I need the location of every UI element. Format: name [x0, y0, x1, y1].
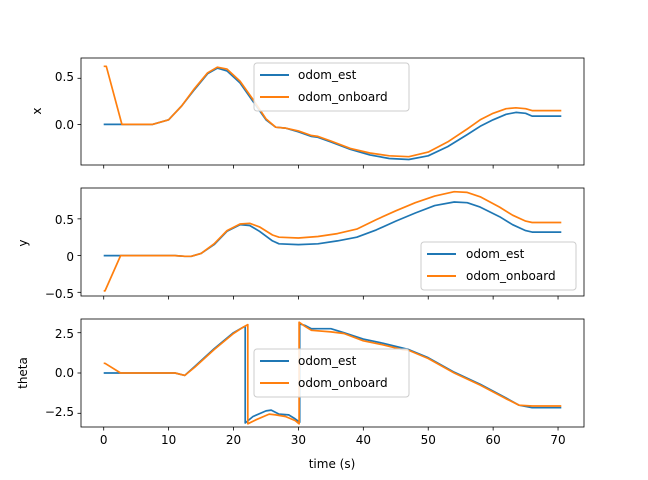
series-line-odom-onboard	[103, 65, 562, 158]
legend-label-odom-onboard: odom_onboard	[298, 90, 388, 104]
x-tick-label: 70	[550, 433, 565, 447]
y-tick-label: −2.5	[45, 405, 74, 419]
subplot-x: x 0.5 0.0 odom_est odom_onboard	[30, 57, 585, 169]
y-tick-label: 0.5	[55, 213, 74, 227]
legend-box	[253, 348, 410, 398]
axes-frame	[80, 57, 585, 166]
legend-label-odom-est: odom_est	[298, 354, 357, 368]
y-axis-label-theta: theta	[16, 357, 30, 389]
y-axis-label-y: y	[16, 239, 30, 246]
x-tick-label: 60	[485, 433, 500, 447]
plot-area-theta	[77, 318, 585, 431]
y-tick-label: 2.5	[55, 327, 74, 341]
y-axis-label-x: x	[30, 107, 44, 114]
legend-box	[253, 62, 410, 112]
legend-label-odom-est: odom_est	[466, 247, 525, 261]
subplot-theta: theta 2.5 0.0 −2.5 odom_est odom_onboard	[16, 318, 585, 431]
y-tick-label: 0.0	[55, 118, 74, 132]
plot-area-y	[77, 187, 585, 300]
y-tick-label: −0.5	[45, 287, 74, 301]
series-line-odom-onboard	[103, 190, 562, 292]
y-tick-label: 0.0	[55, 366, 74, 380]
legend-label-odom-onboard: odom_onboard	[466, 269, 556, 283]
series-line-odom-onboard	[103, 321, 562, 425]
axes-frame	[80, 187, 585, 297]
legend-y: odom_est odom_onboard	[420, 241, 577, 291]
subplot-y: y 0.5 0 −0.5 odom_est odom_onboard	[16, 187, 585, 301]
legend-x: odom_est odom_onboard	[253, 62, 410, 112]
y-tick-label: 0	[66, 250, 74, 264]
plot-area-x	[77, 57, 585, 169]
legend-label-odom-est: odom_est	[298, 68, 357, 82]
x-tick-label: 30	[291, 433, 306, 447]
x-tick-labels: 0 10 20 30 40 50 60 70	[100, 433, 566, 447]
x-tick-label: 0	[100, 433, 108, 447]
x-axis-label: time (s)	[309, 457, 356, 471]
x-tick-label: 50	[421, 433, 436, 447]
y-tick-label: 0.5	[55, 70, 74, 84]
x-tick-label: 20	[226, 433, 241, 447]
legend-box	[420, 241, 577, 291]
x-tick-label: 40	[356, 433, 371, 447]
x-tick-label: 10	[161, 433, 176, 447]
legend-theta: odom_est odom_onboard	[253, 348, 410, 398]
legend-label-odom-onboard: odom_onboard	[298, 376, 388, 390]
